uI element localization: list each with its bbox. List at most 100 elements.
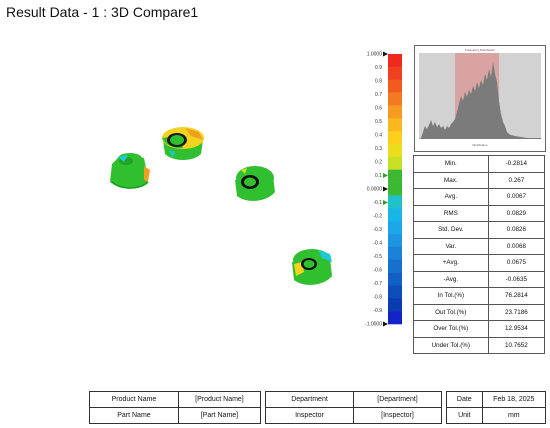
stats-value: 23.7186: [487, 303, 546, 321]
scale-segment: [388, 234, 402, 248]
scale-label: -0.3: [373, 227, 382, 233]
stats-value: -0.0635: [487, 270, 546, 288]
scale-label: -0.5: [373, 254, 382, 260]
stats-label: Var.: [413, 237, 489, 255]
scale-segment: [388, 144, 402, 158]
scale-segment: [388, 131, 402, 145]
histogram-chart: Frequency Distribution Distribution: [414, 45, 546, 152]
unit-value: mm: [481, 407, 547, 424]
scale-segment: [388, 92, 402, 106]
scale-segment: [388, 156, 402, 171]
stats-row: Out Tol.(%) 23.7186: [413, 303, 546, 321]
stats-row: +Avg. 0.0675: [413, 254, 546, 272]
page-title: Result Data - 1 : 3D Compare1: [6, 4, 199, 20]
stats-label: Max.: [413, 171, 489, 189]
stats-value: 0.0829: [487, 204, 546, 222]
part-name-label: Part Name: [89, 407, 179, 424]
statistics-table: Min. -0.2814 Max. 0.267 Avg. 0.0067 RMS 0.0829 S…: [413, 155, 546, 354]
inspector-value: [Inspector]: [353, 407, 442, 424]
scale-label: -0.4: [373, 241, 382, 247]
scale-segment: [388, 246, 402, 261]
part-2[interactable]: [162, 127, 204, 160]
stats-row: Min. -0.2814: [413, 155, 546, 173]
stats-row: Under Tol.(%) 10.7652: [413, 336, 546, 354]
scale-label: 0.8: [375, 79, 382, 85]
scale-label: 0.9: [375, 65, 382, 71]
scale-marker-icon: [383, 173, 388, 178]
date-value: Feb 18, 2025: [481, 391, 547, 408]
stats-value: 0.267: [487, 171, 546, 189]
scale-label: -1.0000: [365, 322, 382, 328]
stats-row: Avg. 0.0067: [413, 188, 546, 206]
part-3[interactable]: [235, 166, 275, 201]
stats-row: -Avg. -0.0635: [413, 270, 546, 288]
stats-value: 0.0826: [487, 221, 546, 239]
product-name-label: Product Name: [89, 391, 179, 408]
stats-value: 0.0068: [487, 237, 546, 255]
stats-row: Var. 0.0068: [413, 237, 546, 255]
scale-segment: [388, 195, 402, 209]
part-name-value: [Part Name]: [177, 407, 262, 424]
scale-label: 0.1: [375, 173, 382, 179]
stats-label: Under Tol.(%): [413, 336, 489, 354]
stats-label: -Avg.: [413, 270, 489, 288]
scale-label: 0.2: [375, 160, 382, 166]
department-value: [Department]: [353, 391, 442, 408]
histogram-title: Frequency Distribution: [465, 48, 495, 52]
product-info-table: Product Name [Product Name] Part Name [P…: [89, 391, 262, 424]
scale-label: 1.0000: [367, 52, 383, 58]
scale-marker-icon: [383, 186, 388, 192]
scale-segment: [388, 208, 402, 222]
stats-label: RMS: [413, 204, 489, 222]
scale-label: 0.0000: [367, 187, 383, 193]
department-label: Department: [265, 391, 354, 408]
scale-label: -0.7: [373, 281, 382, 287]
histogram-distribution: [419, 62, 541, 139]
product-name-value: [Product Name]: [177, 391, 262, 408]
scale-segment: [388, 66, 402, 81]
stats-label: In Tol.(%): [413, 287, 489, 305]
part-1[interactable]: [110, 153, 150, 189]
stats-label: Out Tol.(%): [413, 303, 489, 321]
3d-viewport[interactable]: [100, 110, 350, 310]
date-label: Date: [446, 391, 483, 408]
scale-segment: [388, 259, 402, 273]
scale-label: 0.3: [375, 146, 382, 152]
scale-segment: [388, 221, 402, 235]
stats-label: Avg.: [413, 188, 489, 206]
scale-segment: [388, 298, 402, 312]
scale-segment: [388, 182, 402, 196]
stats-row: Over Tol.(%) 12.9534: [413, 320, 546, 338]
scale-segment: [388, 54, 402, 68]
scale-segment: [388, 285, 402, 299]
scale-segment: [388, 79, 402, 93]
stats-row: In Tol.(%) 76.2814: [413, 287, 546, 305]
stats-row: Max. 0.267: [413, 171, 546, 189]
color-scale-legend: 1.0000 0.9 0.8 0.7 0.6 0.5 0.4 0.3 0.2 0.1 0.0000 -…: [365, 51, 402, 328]
stats-label: +Avg.: [413, 254, 489, 272]
scale-segment: [388, 169, 402, 183]
stats-value: 10.7652: [487, 336, 546, 354]
scale-label: 0.5: [375, 119, 382, 125]
scale-segment: [388, 311, 402, 325]
stats-value: 76.2814: [487, 287, 546, 305]
scale-label: -0.6: [373, 268, 382, 274]
stats-value: 12.9534: [487, 320, 546, 338]
scale-label: 0.7: [375, 92, 382, 98]
scale-label: -0.8: [373, 295, 382, 301]
scale-label: 0.4: [375, 133, 382, 139]
scale-label: 0.6: [375, 106, 382, 112]
part-4[interactable]: [292, 249, 332, 285]
scale-marker-icon: [383, 51, 388, 57]
stats-row: RMS 0.0829: [413, 204, 546, 222]
stats-label: Min.: [413, 155, 489, 173]
stats-value: 0.0675: [487, 254, 546, 272]
scale-label: -0.2: [373, 214, 382, 220]
date-info-table: Date Feb 18, 2025 Unit mm: [446, 391, 547, 424]
scale-marker-icon: [383, 200, 388, 205]
stats-value: 0.0067: [487, 188, 546, 206]
scale-segment: [388, 105, 402, 119]
unit-label: Unit: [446, 407, 483, 424]
scale-segment: [388, 118, 402, 132]
stats-label: Over Tol.(%): [413, 320, 489, 338]
